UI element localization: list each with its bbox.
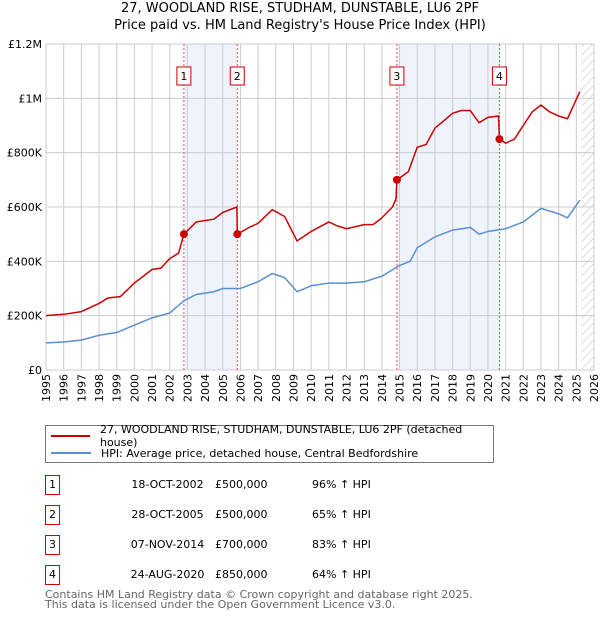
x-tick-label: 1996 <box>58 374 71 402</box>
sale-label-box <box>389 66 405 86</box>
x-tick-label: 2010 <box>305 374 318 402</box>
x-tick-label: 2005 <box>217 374 230 402</box>
series-line <box>45 199 581 344</box>
x-tick-label: 2006 <box>234 374 247 402</box>
legend-item-property: 27, WOODLAND RISE, STUDHAM, DUNSTABLE, L… <box>51 423 493 449</box>
sale-number: 2 <box>45 505 60 525</box>
x-tick-label: 2014 <box>376 374 389 402</box>
sale-row: 2 28-OCT-2005 £500,000 65% ↑ HPI <box>45 505 445 525</box>
red-line-swatch <box>51 435 90 437</box>
sale-point <box>392 175 401 184</box>
y-tick-label: £400K <box>7 255 43 268</box>
sale-point <box>233 230 242 239</box>
x-tick-label: 1997 <box>75 374 88 402</box>
x-tick-label: 2016 <box>411 374 424 402</box>
sale-price: £500,000 <box>215 478 268 491</box>
blue-line-swatch <box>51 452 91 454</box>
y-tick-label: £0 <box>28 364 42 377</box>
sale-price: £500,000 <box>215 508 268 521</box>
x-tick-label: 2017 <box>429 374 442 402</box>
footer-copyright: Contains HM Land Registry data © Crown c… <box>45 588 473 601</box>
x-tick-label: 2008 <box>270 374 283 402</box>
sale-price: £700,000 <box>215 538 268 551</box>
sale-label: 4 <box>496 70 503 83</box>
sale-hpi-change: 83% ↑ HPI <box>312 538 371 551</box>
x-tick-label: 2018 <box>447 374 460 402</box>
sale-number: 3 <box>45 535 60 555</box>
x-tick-label: 2002 <box>164 374 177 402</box>
x-tick-label: 1999 <box>111 374 124 402</box>
sale-hpi-change: 96% ↑ HPI <box>312 478 371 491</box>
x-tick-label: 1998 <box>93 374 106 402</box>
sale-label: 2 <box>234 70 241 83</box>
sale-label-box <box>176 66 192 86</box>
x-tick-label: 2009 <box>287 374 300 402</box>
sale-hpi-change: 65% ↑ HPI <box>312 508 371 521</box>
x-tick-label: 2015 <box>394 374 407 402</box>
x-tick-label: 2019 <box>464 374 477 402</box>
sale-row: 3 07-NOV-2014 £700,000 83% ↑ HPI <box>45 535 445 555</box>
y-tick-label: £1.2M <box>8 38 42 51</box>
x-tick-label: 2011 <box>323 374 336 402</box>
x-tick-label: 2025 <box>570 374 583 402</box>
x-tick-label: 2000 <box>128 374 141 402</box>
x-tick-label: 2026 <box>588 374 600 402</box>
plot-frame <box>45 43 595 371</box>
footer-licence: This data is licensed under the Open Gov… <box>45 598 396 611</box>
sale-label-box <box>491 66 507 86</box>
y-tick-label: £200K <box>7 310 43 323</box>
x-tick-label: 2003 <box>181 374 194 402</box>
x-tick-label: 2022 <box>517 374 530 402</box>
sale-row: 4 24-AUG-2020 £850,000 64% ↑ HPI <box>45 565 445 585</box>
x-tick-label: 2001 <box>146 374 159 402</box>
sale-date: 07-NOV-2014 <box>130 538 205 551</box>
sale-point <box>495 135 504 144</box>
x-tick-label: 1995 <box>40 374 53 402</box>
sale-number: 1 <box>45 475 60 495</box>
x-tick-label: 2023 <box>535 374 548 402</box>
legend-item-hpi: HPI: Average price, detached house, Cent… <box>51 445 418 461</box>
x-tick-label: 2013 <box>358 374 371 402</box>
legend: 27, WOODLAND RISE, STUDHAM, DUNSTABLE, L… <box>45 423 494 463</box>
x-tick-label: 2024 <box>553 374 566 402</box>
sale-label-box <box>229 66 245 86</box>
sale-hpi-change: 64% ↑ HPI <box>312 568 371 581</box>
chart-title: 27, WOODLAND RISE, STUDHAM, DUNSTABLE, L… <box>121 1 479 16</box>
legend-label: 27, WOODLAND RISE, STUDHAM, DUNSTABLE, L… <box>99 423 463 449</box>
sale-label: 3 <box>393 70 400 83</box>
sale-row: 1 18-OCT-2002 £500,000 96% ↑ HPI <box>45 475 445 495</box>
sale-point <box>179 230 188 239</box>
footer: Contains HM Land Registry data © Crown c… <box>45 588 473 611</box>
y-tick-label: £800K <box>7 147 43 160</box>
y-tick-label: £1M <box>19 92 43 105</box>
x-tick-label: 2020 <box>482 374 495 402</box>
chart-subtitle: Price paid vs. HM Land Registry's House … <box>114 18 486 33</box>
x-tick-label: 2004 <box>199 374 212 402</box>
x-tick-label: 2007 <box>252 374 265 402</box>
x-tick-label: 2012 <box>341 374 354 402</box>
sale-price: £850,000 <box>215 568 268 581</box>
sale-date: 18-OCT-2002 <box>131 478 204 491</box>
legend-label: HPI: Average price, detached house, Cent… <box>101 446 419 460</box>
sale-date: 28-OCT-2005 <box>131 508 204 521</box>
sale-date: 24-AUG-2020 <box>130 568 205 581</box>
y-tick-label: £600K <box>7 201 43 214</box>
sale-label: 1 <box>180 70 187 83</box>
sale-number: 4 <box>45 565 60 585</box>
price-chart: 1995 1996 1997 1998 1999 2000 2001 2002 2003 2004… <box>7 38 600 402</box>
x-tick-label: 2021 <box>500 374 513 402</box>
